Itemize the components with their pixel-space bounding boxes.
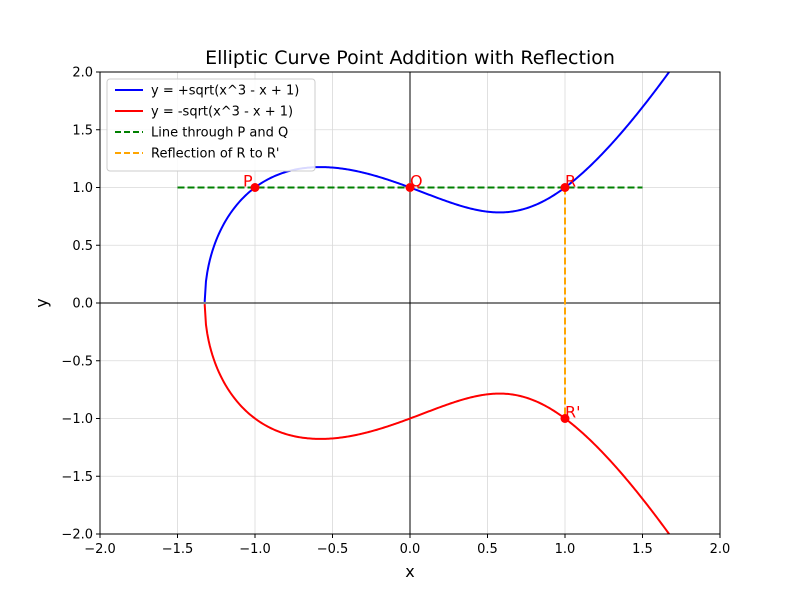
y-tick-label-7: 1.5 <box>72 123 93 138</box>
y-tick-label-5: 0.5 <box>72 239 93 254</box>
x-tick-label-7: 1.5 <box>632 542 653 557</box>
y-tick-label-0: −2.0 <box>61 528 93 543</box>
point-label-0: P <box>243 172 253 191</box>
legend-label-2: Line through P and Q <box>151 126 288 141</box>
legend-label-3: Reflection of R to R' <box>151 147 279 162</box>
point-label-1: Q <box>410 172 423 191</box>
x-tick-label-0: −2.0 <box>84 542 116 557</box>
y-tick-label-4: 0.0 <box>72 297 93 312</box>
x-tick-label-2: −1.0 <box>239 542 271 557</box>
x-tick-label-6: 1.0 <box>555 542 576 557</box>
point-label-2: R <box>565 172 576 191</box>
points-layer: P Q R R' <box>243 172 581 423</box>
legend-box <box>106 78 316 172</box>
y-tick-label-1: −1.5 <box>61 470 93 485</box>
zero-lines <box>100 72 720 534</box>
y-tick-label-3: −0.5 <box>61 354 93 369</box>
series-line-1 <box>203 303 671 534</box>
y-tick-label-8: 2.0 <box>72 66 93 81</box>
ticks: −2.0 −1.5 −1.0 −0.5 0.0 0.5 1.0 1.5 2.0 −2.0 −1.5 −… <box>61 66 730 558</box>
x-tick-label-3: −0.5 <box>317 542 349 557</box>
point-marker-1 <box>405 183 415 192</box>
x-tick-label-5: 0.5 <box>477 542 498 557</box>
x-axis-label: x <box>405 562 414 581</box>
point-marker-3 <box>560 414 570 423</box>
y-tick-label-2: −1.0 <box>61 412 93 427</box>
point-marker-0 <box>250 183 260 192</box>
y-axis-label: y <box>32 298 51 307</box>
legend: y = +sqrt(x^3 - x + 1) y = -sqrt(x^3 - x … <box>106 78 316 172</box>
x-tick-label-1: −1.5 <box>162 542 194 557</box>
legend-label-1: y = -sqrt(x^3 - x + 1) <box>151 105 293 120</box>
x-tick-label-4: 0.0 <box>400 542 421 557</box>
point-marker-2 <box>560 183 570 192</box>
legend-label-0: y = +sqrt(x^3 - x + 1) <box>151 84 299 99</box>
y-tick-label-6: 1.0 <box>72 181 93 196</box>
chart-title: Elliptic Curve Point Addition with Refle… <box>205 47 615 69</box>
point-label-3: R' <box>565 403 581 422</box>
x-tick-label-8: 2.0 <box>710 542 731 557</box>
